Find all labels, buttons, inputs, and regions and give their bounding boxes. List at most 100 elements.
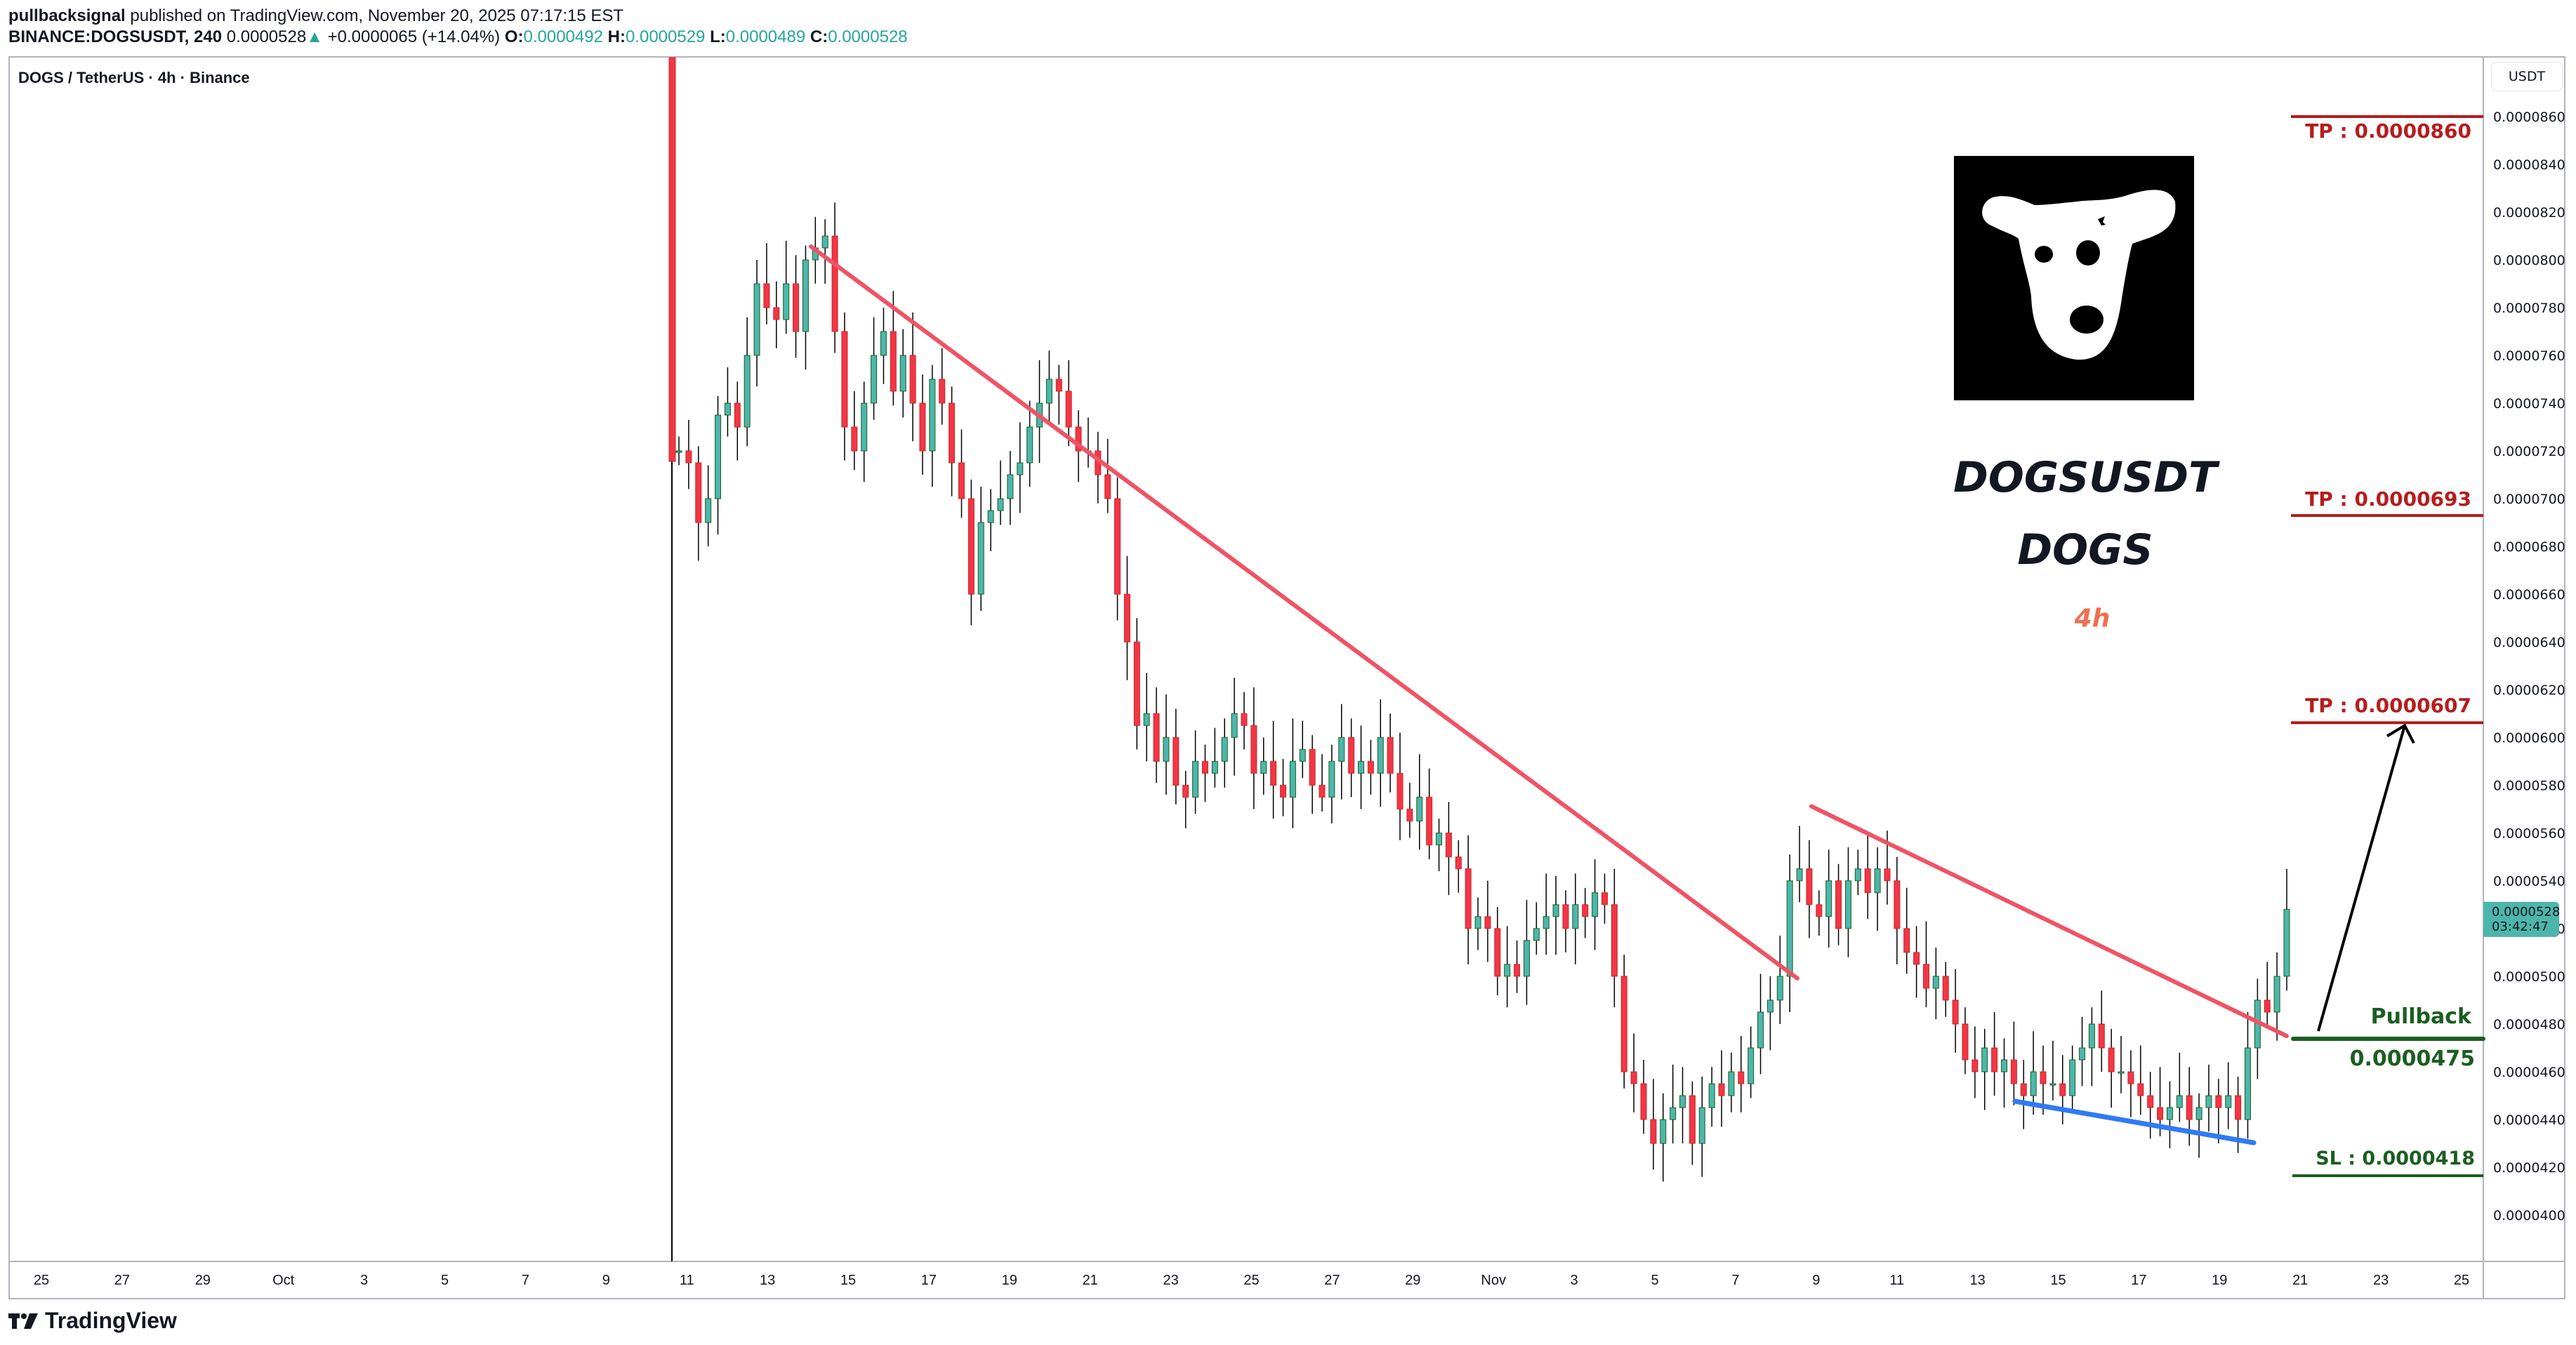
candle <box>1104 474 1111 499</box>
price-tick: 0.0000700 <box>2493 492 2565 507</box>
candle <box>1894 880 1901 929</box>
candle <box>734 402 741 428</box>
candle <box>1884 868 1891 881</box>
candle <box>2283 909 2290 977</box>
candle <box>2225 1095 2232 1108</box>
candle <box>1942 976 1949 1001</box>
candle <box>675 450 682 453</box>
time-tick: 27 <box>1324 1273 1340 1288</box>
annotation-name: DOGS <box>2017 525 2153 575</box>
candle <box>977 522 984 595</box>
time-tick: 7 <box>522 1273 529 1288</box>
candle <box>861 402 868 452</box>
candle <box>1299 749 1306 762</box>
last-price: 0.0000528 <box>226 27 307 46</box>
time-axis[interactable]: 25 27 29 Oct 3 5 7 9 11 13 15 17 19 21 23 25 27 29 Nov 3 5 7 9… <box>34 1273 2469 1288</box>
price-tick: 0.0000500 <box>2493 969 2565 985</box>
candle <box>1426 796 1433 846</box>
price-tick: 0.0000460 <box>2493 1065 2565 1080</box>
candle <box>1075 426 1082 452</box>
candle <box>2010 1059 2017 1084</box>
price-tick: 0.0000820 <box>2493 205 2565 221</box>
candle <box>821 235 828 249</box>
time-tick: 19 <box>1002 1273 1017 1288</box>
candle <box>1620 976 1627 1072</box>
candle <box>2195 1107 2202 1120</box>
wedge-support-line[interactable] <box>2012 1098 2257 1146</box>
candle <box>831 235 838 332</box>
candle <box>773 307 780 320</box>
candle <box>2235 1095 2242 1120</box>
high-label: H: <box>607 27 626 46</box>
time-tick: 9 <box>602 1273 610 1288</box>
candle <box>1319 785 1326 798</box>
time-tick: 21 <box>1083 1273 1098 1288</box>
time-tick: 23 <box>1163 1273 1178 1288</box>
price-tick: 0.0000540 <box>2493 874 2565 889</box>
candle <box>1279 785 1286 798</box>
candle <box>1932 976 1939 989</box>
wedge-resistance-line[interactable] <box>1809 804 2289 1038</box>
candle <box>841 331 848 428</box>
candle <box>1504 964 1511 977</box>
high-value: 0.0000529 <box>625 27 706 46</box>
currency-button[interactable]: USDT <box>2491 62 2563 91</box>
candle <box>1698 1107 1705 1144</box>
tp2-label: TP : 0.0000693 <box>2305 487 2471 511</box>
author-name[interactable]: pullbacksignal <box>8 6 126 25</box>
candle <box>2166 1107 2173 1120</box>
candle <box>1026 426 1033 464</box>
candle <box>1592 892 1599 917</box>
candle <box>1728 1071 1735 1096</box>
candle <box>1835 880 1842 929</box>
candle <box>1776 976 1783 1001</box>
main-downtrend-line[interactable] <box>809 244 1799 980</box>
tradingview-brand[interactable]: TradingView <box>8 1308 177 1334</box>
candle <box>1757 1011 1764 1049</box>
candle <box>1387 737 1394 774</box>
price-tick: 0.0000620 <box>2493 683 2565 698</box>
candle <box>1445 832 1452 858</box>
candle <box>1670 1107 1677 1120</box>
candlestick-series <box>675 202 2290 1182</box>
price-tick: 0.0000800 <box>2493 253 2565 268</box>
candle <box>2127 1071 2134 1084</box>
candle <box>1270 761 1277 786</box>
candle <box>1416 796 1423 822</box>
time-tick: 25 <box>1243 1273 1259 1288</box>
candle <box>2205 1095 2212 1108</box>
candle <box>880 331 887 356</box>
price-tick: 0.0000740 <box>2493 396 2565 412</box>
time-tick: 15 <box>2050 1273 2066 1288</box>
annotation-symbol: DOGSUSDT <box>1953 453 2217 502</box>
time-tick: 3 <box>360 1273 368 1288</box>
candle <box>899 355 906 392</box>
price-axis[interactable]: 0.0000860 0.0000840 0.0000820 0.0000800 0.00… <box>2493 110 2565 1223</box>
projection-arrow-icon[interactable] <box>2317 723 2415 1032</box>
candle <box>1689 1095 1696 1144</box>
candle <box>919 402 926 452</box>
candle <box>783 283 790 320</box>
candle <box>1055 379 1062 392</box>
candle <box>2040 1071 2047 1084</box>
candle <box>2215 1095 2222 1108</box>
candle <box>2157 1107 2164 1120</box>
candle <box>1543 916 1550 929</box>
tradingview-logo-icon <box>8 1313 38 1329</box>
candle <box>763 283 770 308</box>
bar-countdown: 03:42:47 <box>2492 919 2549 934</box>
price-tick: 0.0000660 <box>2493 587 2565 603</box>
dogs-logo <box>1954 156 2194 400</box>
candle <box>2244 1047 2251 1120</box>
candle <box>1679 1095 1686 1108</box>
candle <box>1572 904 1579 929</box>
candle <box>1182 785 1189 798</box>
candle <box>1825 880 1832 917</box>
candle <box>802 259 809 332</box>
candle <box>1854 868 1861 881</box>
chart-legend[interactable]: DOGS / TetherUS · 4h · Binance <box>18 69 250 86</box>
candle <box>2186 1095 2193 1120</box>
candle <box>2069 1059 2076 1096</box>
price-tick: 0.0000640 <box>2493 635 2565 650</box>
